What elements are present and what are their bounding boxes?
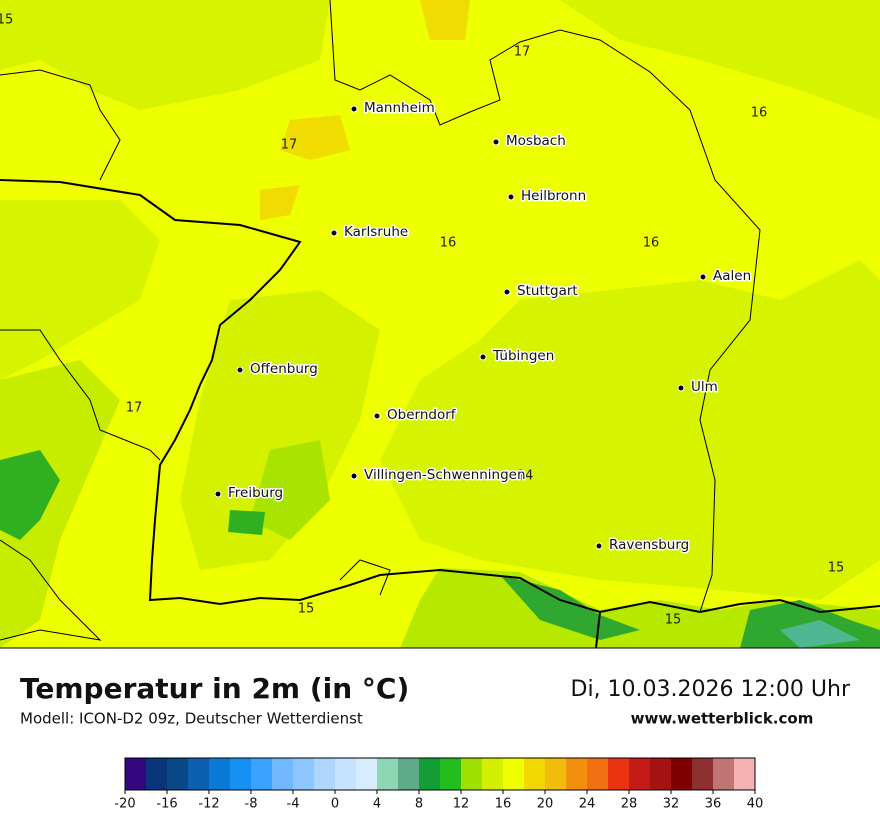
colorbar-tick-label: 4 bbox=[373, 797, 381, 812]
colorbar-cell bbox=[188, 758, 209, 790]
city-label: Villingen-Schwenningen bbox=[364, 467, 526, 483]
city-label: Ulm bbox=[691, 379, 718, 395]
website: www.wetterblick.com bbox=[631, 710, 814, 728]
temperature-label: 17 bbox=[514, 45, 531, 60]
colorbar-tick-label: -8 bbox=[245, 797, 258, 812]
colorbar-tick-label: -16 bbox=[156, 797, 177, 812]
city-dot bbox=[492, 138, 500, 146]
city-label: Stuttgart bbox=[517, 283, 578, 299]
colorbar-tick-label: -20 bbox=[114, 797, 135, 812]
colorbar-cell bbox=[230, 758, 251, 790]
colorbar-cell bbox=[608, 758, 629, 790]
colorbar-cell bbox=[314, 758, 335, 790]
colorbar-tick-label: 0 bbox=[331, 797, 339, 812]
city-label: Oberndorf bbox=[387, 407, 457, 423]
temperature-label: 17 bbox=[281, 138, 298, 153]
colorbar-tick-label: 24 bbox=[579, 797, 596, 812]
city-label: Heilbronn bbox=[521, 188, 586, 204]
temperature-label: 14 bbox=[517, 469, 534, 484]
city-dot bbox=[503, 288, 511, 296]
temperature-label: 17 bbox=[126, 401, 143, 416]
colorbar-cell bbox=[650, 758, 671, 790]
colorbar-cell bbox=[293, 758, 314, 790]
city-dot bbox=[350, 105, 358, 113]
city-dot bbox=[677, 384, 685, 392]
colorbar-cell bbox=[419, 758, 440, 790]
colorbar-cell bbox=[167, 758, 188, 790]
city-dot bbox=[373, 412, 381, 420]
city-dot bbox=[699, 273, 707, 281]
city-label: Mannheim bbox=[364, 100, 435, 116]
colorbar-cell bbox=[482, 758, 503, 790]
temperature-labels: 15 17 17 16 16 16 17 14 15 15 15 bbox=[0, 13, 844, 628]
city-dot bbox=[330, 229, 338, 237]
colorbar-tick-label: 12 bbox=[453, 797, 470, 812]
city-label: Aalen bbox=[713, 268, 751, 284]
colorbar-tick-label: 32 bbox=[663, 797, 680, 812]
city-label: Tübingen bbox=[492, 348, 554, 364]
title: Temperatur in 2m (in °C) bbox=[20, 672, 409, 705]
colorbar-cell bbox=[272, 758, 293, 790]
borders bbox=[0, 0, 880, 649]
colorbar-cell bbox=[461, 758, 482, 790]
temperature-label: 15 bbox=[828, 561, 845, 576]
colorbar-cell bbox=[125, 758, 146, 790]
colorbar-cell bbox=[587, 758, 608, 790]
city-label: Karlsruhe bbox=[344, 224, 408, 240]
city-label: Ravensburg bbox=[609, 537, 689, 553]
temperature-label: 15 bbox=[665, 613, 682, 628]
temperature-label: 16 bbox=[643, 236, 660, 251]
colorbar-tick-label: 16 bbox=[495, 797, 512, 812]
colorbar-cell bbox=[734, 758, 755, 790]
colorbar: -20 -16 -12 -8 -4 0 4 8 12 16 20 24 28 32 36 40 bbox=[114, 757, 764, 812]
colorbar-cell bbox=[671, 758, 692, 790]
colorbar-cell bbox=[251, 758, 272, 790]
colorbar-cell bbox=[566, 758, 587, 790]
colorbar-cell bbox=[440, 758, 461, 790]
city-label: Mosbach bbox=[506, 133, 566, 149]
colorbar-tick-label: 36 bbox=[705, 797, 722, 812]
temperature-label: 16 bbox=[751, 106, 768, 121]
colorbar-cell bbox=[146, 758, 167, 790]
model: Modell: ICON-D2 09z, Deutscher Wetterdie… bbox=[20, 710, 363, 728]
footer: Temperatur in 2m (in °C) Modell: ICON-D2… bbox=[20, 672, 851, 728]
cities: Mannheim Mosbach Heilbronn Karlsruhe Stuttga… bbox=[214, 99, 753, 555]
colorbar-tick-label: -4 bbox=[287, 797, 300, 812]
colorbar-frame bbox=[124, 757, 756, 791]
colorbar-tick-label: 28 bbox=[621, 797, 638, 812]
colorbar-tick-label: 40 bbox=[747, 797, 764, 812]
colorbar-tick-label: 20 bbox=[537, 797, 554, 812]
city-dot bbox=[350, 472, 358, 480]
city-dot bbox=[236, 366, 244, 374]
city-label: Offenburg bbox=[250, 361, 318, 377]
colorbar-cell bbox=[503, 758, 524, 790]
temperature-label: 15 bbox=[298, 602, 315, 617]
colorbar-cell bbox=[209, 758, 230, 790]
colorbar-tick-label: -12 bbox=[198, 797, 219, 812]
city-dot bbox=[507, 193, 515, 201]
city-dot bbox=[214, 490, 222, 498]
colorbar-cell bbox=[713, 758, 734, 790]
datetime: Di, 10.03.2026 12:00 Uhr bbox=[571, 677, 851, 702]
map: 15 17 17 16 16 16 17 14 15 15 15 Mannheim Mosbach He… bbox=[0, 0, 880, 649]
temperature-label: 16 bbox=[440, 236, 457, 251]
colorbar-cell bbox=[335, 758, 356, 790]
city-label: Freiburg bbox=[228, 485, 283, 501]
colorbar-cell bbox=[629, 758, 650, 790]
colorbar-cell bbox=[377, 758, 398, 790]
temperature-label: 15 bbox=[0, 13, 13, 28]
colorbar-cell bbox=[545, 758, 566, 790]
city-dot bbox=[479, 353, 487, 361]
city-dot bbox=[595, 542, 603, 550]
colorbar-cell bbox=[692, 758, 713, 790]
colorbar-tick-label: 8 bbox=[415, 797, 423, 812]
colorbar-cell bbox=[524, 758, 545, 790]
colorbar-cell bbox=[356, 758, 377, 790]
terrain bbox=[0, 0, 880, 648]
colorbar-cell bbox=[398, 758, 419, 790]
